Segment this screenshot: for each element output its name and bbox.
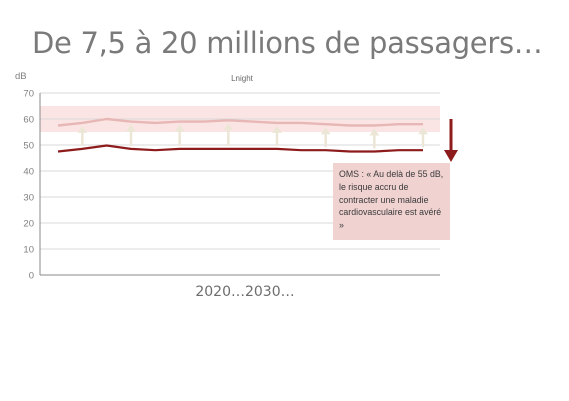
up-arrow-head — [174, 124, 185, 132]
y-tick-label: 10 — [23, 245, 34, 256]
y-tick-label: 50 — [23, 141, 34, 152]
up-arrow-head — [272, 125, 282, 133]
y-axis-label: dB — [15, 71, 27, 82]
up-arrow-head — [126, 124, 136, 132]
who-annotation-text: OMS : « Au delà de 55 dB, le risque accr… — [339, 169, 444, 231]
slide-title: De 7,5 à 20 millions de passagers… — [32, 26, 543, 60]
x-axis-label: 2020…2030… — [195, 284, 294, 300]
down-arrow-head — [444, 150, 458, 162]
y-tick-label: 40 — [23, 167, 34, 178]
up-arrow-head — [320, 127, 331, 135]
series-line-1 — [57, 117, 423, 127]
who-annotation-box: OMS : « Au delà de 55 dB, le risque accr… — [333, 163, 450, 240]
up-arrow-head — [223, 123, 234, 131]
up-arrow-head — [369, 128, 380, 136]
y-tick-label: 70 — [23, 89, 34, 100]
up-arrow-head — [418, 127, 428, 135]
chart-title: Lnight — [231, 74, 254, 83]
y-tick-label: 0 — [29, 271, 34, 282]
y-tick-label: 60 — [23, 115, 34, 126]
y-tick-label: 30 — [23, 193, 34, 204]
up-arrow-head — [77, 125, 88, 133]
y-tick-label: 20 — [23, 219, 34, 230]
series-line-2 — [57, 144, 423, 153]
